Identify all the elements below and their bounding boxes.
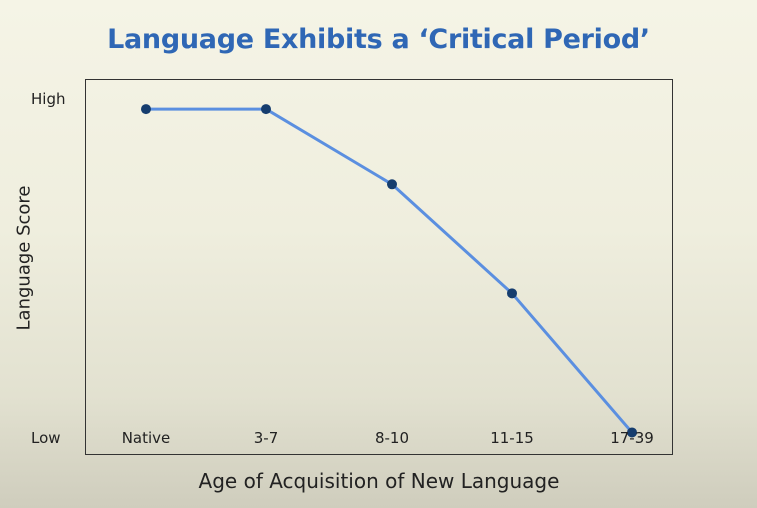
data-point-native	[141, 104, 151, 115]
plot-area	[85, 79, 673, 455]
x-axis-label: Age of Acquisition of New Language	[198, 469, 560, 493]
series-line	[146, 107, 634, 434]
data-point-11-15	[507, 288, 517, 299]
y-tick-high: High	[31, 90, 66, 108]
data-point-17-39	[627, 427, 637, 438]
chart-title: Language Exhibits a ‘Critical Period’	[107, 24, 650, 55]
data-point-3-7	[261, 104, 271, 115]
x-tick-label: 8-10	[375, 429, 409, 447]
x-tick-label: 11-15	[490, 429, 534, 447]
x-tick-label: Native	[122, 429, 171, 447]
x-tick-label: 3-7	[254, 429, 279, 447]
y-tick-low: Low	[31, 429, 61, 447]
data-point-8-10	[387, 179, 397, 190]
x-tick-label: 17-39	[610, 429, 654, 447]
